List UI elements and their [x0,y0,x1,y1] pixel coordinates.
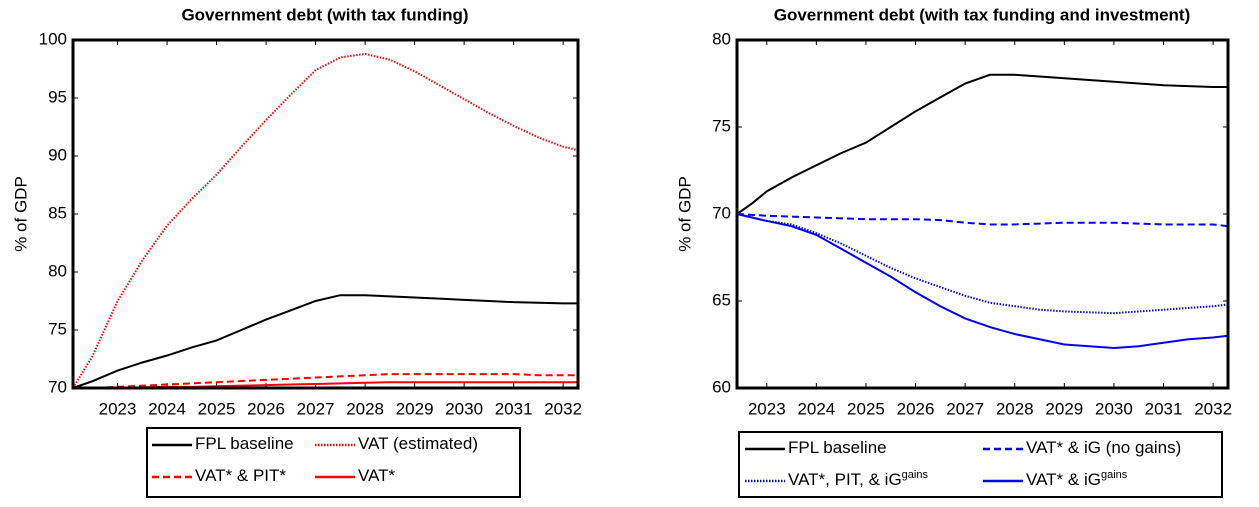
legend-label-text: VAT* & PIT* [195,466,286,485]
x-tick-label: 2025 [198,399,236,418]
y-tick-label: 65 [712,290,731,309]
legend-label-superscript: gains [1101,469,1128,481]
legend-label: VAT* & iGgains [1026,469,1128,490]
legend-label-text: VAT* & iG [1026,470,1101,489]
y-tick-label: 75 [48,319,67,338]
y-tick-label: 90 [48,145,67,164]
y-axis-label: % of GDP [11,176,30,252]
x-tick-label: 2030 [1095,399,1133,418]
x-tick-label: 2031 [1145,399,1183,418]
x-tick-label: 2027 [946,399,984,418]
y-tick-label: 85 [48,203,67,222]
y-tick-label: 80 [48,261,67,280]
chart: Government debt (with tax funding and in… [675,5,1232,498]
legend-label-text: VAT* [358,466,396,485]
legend-label-text: FPL baseline [195,434,294,453]
legend-label: VAT* & iG (no gains) [1026,438,1181,457]
legend-label-text: VAT (estimated) [358,434,478,453]
x-tick-label: 2026 [247,399,285,418]
chart-title: Government debt (with tax funding) [181,5,468,24]
legend-label-text: FPL baseline [788,438,887,457]
legend-label: VAT* [358,466,396,485]
legend-label-text: VAT*, PIT, & iG [788,470,902,489]
x-tick-label: 2026 [897,399,935,418]
x-tick-label: 2028 [346,399,384,418]
x-tick-label: 2029 [396,399,434,418]
y-tick-label: 70 [712,203,731,222]
data-line [736,213,1229,315]
data-line [736,213,1229,349]
x-tick-label: 2032 [544,399,582,418]
legend-label: VAT (estimated) [358,434,478,453]
chart-title: Government debt (with tax funding and in… [774,5,1191,24]
legend-box [146,427,521,498]
x-tick-label: 2032 [1194,399,1232,418]
data-line [736,213,1229,228]
y-tick-label: 100 [39,29,67,48]
legend-label-superscript: gains [902,469,929,481]
x-tick-label: 2023 [99,399,137,418]
x-tick-label: 2024 [797,399,835,418]
x-tick-label: 2023 [748,399,786,418]
data-line [73,373,578,389]
y-tick-label: 80 [712,29,731,48]
legend-label-text: VAT* & iG (no gains) [1026,438,1181,457]
x-tick-label: 2027 [297,399,335,418]
plot-frame [735,38,1230,390]
x-tick-label: 2031 [495,399,533,418]
x-tick-label: 2028 [996,399,1034,418]
x-tick-label: 2029 [1045,399,1083,418]
data-line [72,52,579,389]
y-tick-label: 95 [48,87,67,106]
data-line [736,73,1228,215]
y-tick-label: 75 [712,116,731,135]
x-tick-label: 2024 [148,399,186,418]
data-line [72,294,578,389]
x-tick-label: 2030 [445,399,483,418]
y-tick-label: 60 [712,377,731,396]
legend-label: FPL baseline [788,438,887,457]
legend-box [738,431,1223,498]
legend-label: VAT* & PIT* [195,466,286,485]
legend-label: VAT*, PIT, & iGgains [788,469,928,490]
x-tick-label: 2025 [847,399,885,418]
chart: Government debt (with tax funding) % of G… [11,5,582,498]
legend-label: FPL baseline [195,434,294,453]
plot-frame [71,38,580,390]
y-axis-label: % of GDP [675,176,694,252]
y-tick-label: 70 [48,377,67,396]
